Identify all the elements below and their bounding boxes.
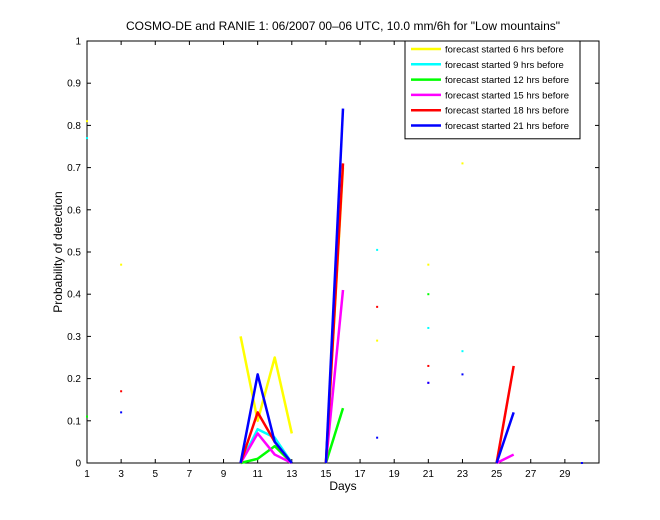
data-point xyxy=(580,462,583,464)
y-tick-label: 0.2 xyxy=(67,374,81,385)
series-2 xyxy=(86,137,464,464)
series-3 xyxy=(86,293,430,465)
data-point xyxy=(427,326,430,329)
legend-label: forecast started 15 hrs before xyxy=(445,90,569,101)
series-line xyxy=(495,411,515,464)
legend-label: forecast started 18 hrs before xyxy=(445,106,569,117)
y-tick-label: 0.8 xyxy=(67,121,81,132)
series-line xyxy=(239,373,293,464)
data-point xyxy=(376,436,379,439)
x-tick-label: 7 xyxy=(187,469,193,480)
x-tick-label: 9 xyxy=(221,469,227,480)
y-tick-label: 0.5 xyxy=(67,248,81,259)
x-tick-label: 25 xyxy=(491,469,503,480)
series-line xyxy=(324,407,345,464)
x-tick-label: 29 xyxy=(559,469,571,480)
legend-label: forecast started 9 hrs before xyxy=(445,60,564,71)
y-tick-label: 0 xyxy=(75,459,81,470)
y-tick-label: 0.6 xyxy=(67,205,81,216)
x-tick-label: 1 xyxy=(84,469,90,480)
series-layer xyxy=(86,108,583,465)
series-line xyxy=(240,444,293,465)
x-tick-label: 3 xyxy=(118,469,124,480)
data-point xyxy=(86,415,88,418)
data-point xyxy=(376,305,379,308)
y-tick-label: 1 xyxy=(75,37,81,48)
y-axis-label: Probability of detection xyxy=(51,191,65,312)
data-point xyxy=(120,390,123,393)
x-tick-label: 19 xyxy=(389,469,401,480)
x-tick-label: 17 xyxy=(355,469,367,480)
series-1 xyxy=(86,120,464,464)
data-point xyxy=(120,263,123,266)
series-line xyxy=(495,365,515,464)
series-line xyxy=(324,108,345,464)
x-tick-label: 5 xyxy=(152,469,158,480)
data-point xyxy=(461,373,464,376)
legend-label: forecast started 6 hrs before xyxy=(445,45,564,56)
data-point xyxy=(376,339,379,342)
data-point xyxy=(461,162,464,165)
data-point xyxy=(427,364,430,367)
x-tick-label: 11 xyxy=(252,469,263,480)
data-point xyxy=(427,293,430,296)
x-tick-label: 23 xyxy=(457,469,469,480)
series-line xyxy=(239,432,293,465)
legend-box xyxy=(404,40,581,140)
x-ticks: 1 3 5 7 9 11 13 15 17 19 21 23 25 27 29 xyxy=(84,41,571,480)
x-tick-label: 15 xyxy=(320,469,332,480)
series-6 xyxy=(120,108,583,464)
data-point xyxy=(427,263,430,266)
data-point xyxy=(461,350,464,353)
chart-title: COSMO-DE and RANIE 1: 06/2007 00–06 UTC,… xyxy=(126,19,560,33)
data-point xyxy=(376,248,379,251)
x-tick-label: 21 xyxy=(423,469,435,480)
series-5 xyxy=(120,163,515,464)
legend: forecast started 6 hrs before forecast st… xyxy=(404,40,581,140)
series-line xyxy=(496,453,515,465)
data-point xyxy=(86,137,88,140)
y-tick-label: 0.3 xyxy=(67,332,81,343)
x-tick-label: 13 xyxy=(286,469,298,480)
legend-label: forecast started 21 hrs before xyxy=(445,121,569,132)
data-point xyxy=(120,411,123,414)
y-tick-label: 0.9 xyxy=(67,79,81,90)
y-ticks: 0 0.1 0.2 0.3 0.4 0.5 0.6 0.7 0.8 0.9 1 xyxy=(67,37,599,470)
data-point xyxy=(427,381,430,384)
y-tick-label: 0.1 xyxy=(67,416,81,427)
x-axis-label: Days xyxy=(329,479,356,493)
legend-label: forecast started 12 hrs before xyxy=(445,75,569,86)
y-tick-label: 0.4 xyxy=(67,290,81,301)
series-line xyxy=(239,336,294,434)
y-tick-label: 0.7 xyxy=(67,163,81,174)
x-tick-label: 27 xyxy=(525,469,537,480)
data-point xyxy=(86,120,88,123)
